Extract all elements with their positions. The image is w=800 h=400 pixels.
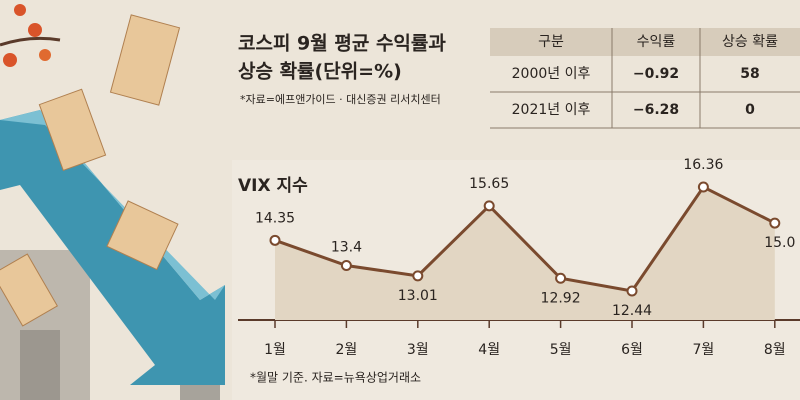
table-header: 구분 <box>538 34 564 50</box>
table-cell: −0.92 <box>633 66 679 82</box>
table-cell: 2021년 이후 <box>512 102 591 118</box>
title: 상승 확률(단위=%) <box>238 60 402 83</box>
chart-title: VIX 지수 <box>238 176 308 196</box>
illustration <box>0 4 225 400</box>
data-label: 15.65 <box>469 176 509 192</box>
table-cell: 0 <box>745 102 755 118</box>
x-tick-label: 7월 <box>693 342 715 358</box>
data-label: 15.0 <box>764 235 795 251</box>
line <box>274 185 776 293</box>
table <box>490 28 800 129</box>
point <box>483 200 495 212</box>
x-tick-label: 3월 <box>407 342 429 358</box>
data-label: 14.35 <box>255 210 295 226</box>
point <box>697 181 709 193</box>
point <box>269 234 281 246</box>
source: *자료=에프앤가이드 · 대신증권 리서치센터 <box>240 93 441 106</box>
table-header: 수익률 <box>637 34 676 50</box>
table-header: 상승 확률 <box>722 34 778 50</box>
table-cell: −6.28 <box>633 102 679 118</box>
note: *월말 기준. 자료=뉴욕상업거래소 <box>250 371 421 385</box>
data-label: 13.01 <box>398 288 438 304</box>
table-cell: 2000년 이후 <box>512 66 591 82</box>
data-label: 16.36 <box>683 157 723 173</box>
point <box>555 272 567 284</box>
data-label: 12.92 <box>541 290 581 306</box>
x-tick-label: 6월 <box>621 342 643 358</box>
area <box>275 187 775 320</box>
point <box>412 270 424 282</box>
data-label: 12.44 <box>612 303 652 319</box>
x-tick-label: 2월 <box>336 342 358 358</box>
x-tick-label: 4월 <box>478 342 500 358</box>
x-tick-label: 1월 <box>264 342 286 358</box>
point <box>340 260 352 272</box>
x-tick-label: 5월 <box>550 342 572 358</box>
data-label: 13.4 <box>331 240 362 256</box>
table-cell: 58 <box>740 66 759 82</box>
point <box>626 285 638 297</box>
point <box>769 217 781 229</box>
title: 코스피 9월 평균 수익률과 <box>238 33 446 55</box>
x-tick-label: 8월 <box>764 342 786 358</box>
